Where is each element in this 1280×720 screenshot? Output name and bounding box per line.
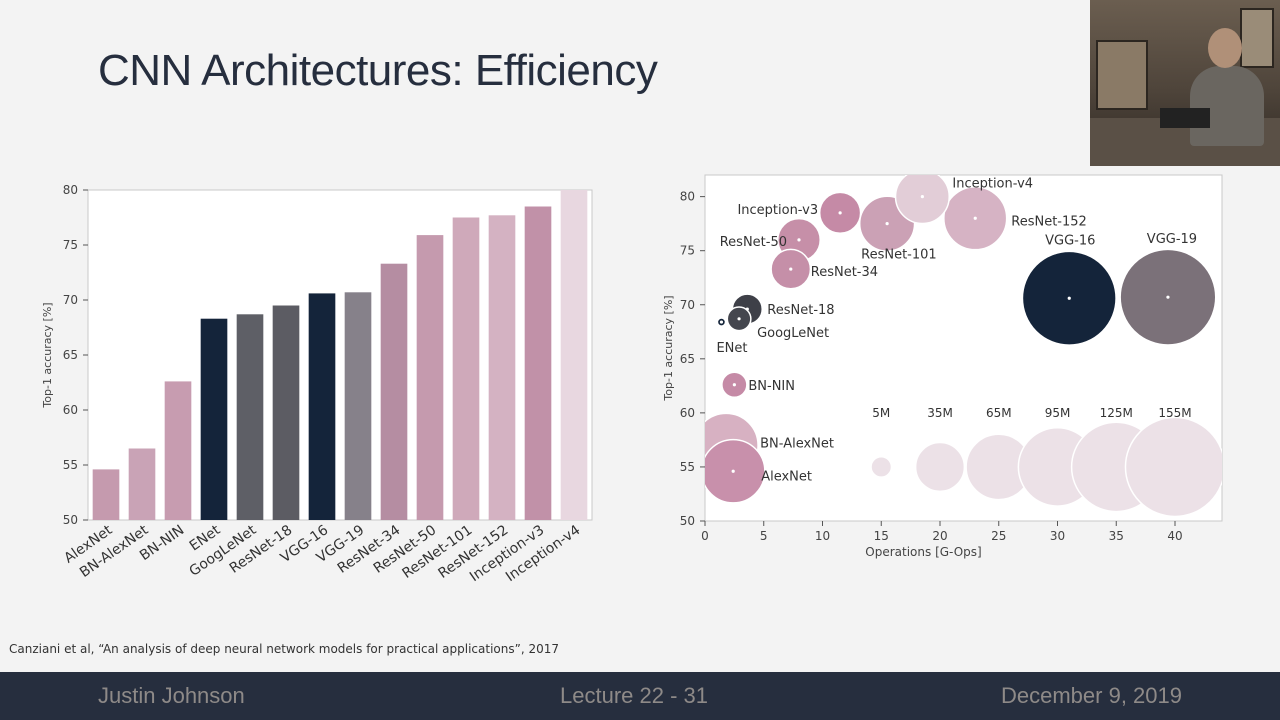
- bubble-center-alexnet: [731, 469, 735, 473]
- bubble-alexnet: [705, 438, 766, 504]
- footer-author: Justin Johnson: [98, 683, 245, 708]
- bar-y-tick-label: 50: [63, 513, 78, 527]
- bubble-x-tick-label: 10: [815, 529, 830, 543]
- bar-resnet-34: [380, 263, 408, 520]
- bar-inception-v3: [524, 206, 552, 520]
- bar-resnet-18: [272, 305, 300, 520]
- bubble-center-googlenet: [737, 317, 741, 321]
- bar-inception-v4: [560, 190, 588, 520]
- bubble-y-axis-label: Top-1 accuracy [%]: [662, 295, 675, 401]
- bubble-center-inception-v4: [920, 195, 924, 199]
- webcam-wall-board: [1096, 40, 1148, 110]
- size-legend-label: 155M: [1158, 406, 1191, 420]
- size-legend-label: 95M: [1045, 406, 1071, 420]
- bubble-label-resnet-18: ResNet-18: [767, 303, 834, 318]
- bubble-inception-v4: [894, 175, 950, 225]
- size-legend-bubble-5m: [870, 455, 893, 478]
- bubble-y-tick-label: 55: [680, 460, 695, 474]
- bubble-center-vgg-16: [1067, 296, 1071, 300]
- webcam-video: [1090, 0, 1280, 166]
- bar-vgg-16: [308, 293, 336, 520]
- bubble-label-enet: ENet: [716, 341, 747, 356]
- footer-date: December 9, 2019: [1001, 683, 1182, 708]
- bar-plot-area: [87, 189, 593, 521]
- bubble-chart: 50 55 60 65 70 75 80 0 5 10 15 20 25 30 35 40 Operations…: [662, 174, 1223, 559]
- bar-y-tick-label: 70: [63, 293, 78, 307]
- bar-googlenet: [236, 314, 264, 520]
- size-legend-label: 125M: [1100, 406, 1133, 420]
- webcam-laptop: [1160, 108, 1210, 128]
- bubble-label-bn-nin: BN-NIN: [748, 379, 795, 394]
- bubble-x-tick-label: 5: [760, 529, 768, 543]
- webcam-wall-board-right: [1240, 8, 1274, 68]
- bar-y-axis-label: Top-1 accuracy [%]: [41, 302, 54, 408]
- bubble-center-inception-v3: [838, 211, 842, 215]
- bar-bn-alexnet: [128, 448, 156, 520]
- size-legend-label: 35M: [927, 406, 953, 420]
- bubble-center-resnet-152: [973, 216, 977, 220]
- bubble-y-tick-label: 65: [680, 352, 695, 366]
- bubble-label-resnet-152: ResNet-152: [1011, 214, 1087, 229]
- size-legend-bubble-155m: [1124, 416, 1222, 518]
- slide-title: CNN Architectures: Efficiency: [98, 46, 658, 95]
- citation: Canziani et al, “An analysis of deep neu…: [9, 642, 559, 656]
- bar-enet: [200, 318, 228, 520]
- bubble-label-vgg-19: VGG-19: [1147, 232, 1197, 247]
- bubble-label-resnet-50: ResNet-50: [720, 235, 787, 250]
- bar-bn-nin: [164, 381, 192, 520]
- bubble-label-googlenet: GoogLeNet: [757, 326, 829, 341]
- bubble-center-resnet-34: [789, 267, 793, 271]
- bubble-label-vgg-16: VGG-16: [1045, 233, 1095, 248]
- bubble-label-alexnet: AlexNet: [761, 469, 812, 484]
- bubble-center-resnet-101: [885, 222, 889, 226]
- bar-y-tick-label: 55: [63, 458, 78, 472]
- size-legend-label: 65M: [986, 406, 1012, 420]
- bubble-y-tick-label: 50: [680, 514, 695, 528]
- bar-resnet-152: [488, 215, 516, 521]
- bar-y-tick-label: 75: [63, 238, 78, 252]
- bar-resnet-101: [452, 217, 480, 520]
- bubble-x-tick-label: 0: [701, 529, 709, 543]
- bar-vgg-19: [344, 292, 372, 520]
- bubble-center-bn-nin: [732, 383, 736, 387]
- bar-y-tick-label: 65: [63, 348, 78, 362]
- bubble-y-tick-label: 70: [680, 298, 695, 312]
- bubble-x-tick-label: 40: [1167, 529, 1182, 543]
- bubble-x-axis-label: Operations [G-Ops]: [865, 545, 981, 559]
- bubble-center-vgg-19: [1166, 295, 1170, 299]
- bar-y-tick-label: 80: [63, 183, 78, 197]
- bubble-label-inception-v4: Inception-v4: [952, 177, 1033, 192]
- bar-alexnet: [92, 469, 120, 520]
- size-legend-bubble-35m: [914, 441, 966, 493]
- bubble-center-resnet-50: [797, 238, 801, 242]
- size-legend-label: 5M: [872, 406, 890, 420]
- bubble-x-tick-label: 30: [1050, 529, 1065, 543]
- bubble-y-tick-label: 80: [680, 190, 695, 204]
- bubble-marks: [705, 175, 1222, 518]
- bar-resnet-50: [416, 235, 444, 520]
- bubble-x-tick-label: 35: [1109, 529, 1124, 543]
- webcam-speaker-head: [1208, 28, 1242, 68]
- bubble-x-tick-label: 20: [932, 529, 947, 543]
- bubble-center-enet: [719, 320, 724, 324]
- bubble-x-tick-label: 15: [874, 529, 889, 543]
- bubble-label-resnet-34: ResNet-34: [811, 265, 878, 280]
- footer-lecture: Lecture 22 - 31: [560, 683, 708, 708]
- webcam-speaker-body: [1190, 66, 1264, 146]
- bar-y-tick-label: 60: [63, 403, 78, 417]
- bubble-label-inception-v3: Inception-v3: [737, 203, 818, 218]
- bubble-x-tick-label: 25: [991, 529, 1006, 543]
- bubble-label-resnet-101: ResNet-101: [861, 248, 937, 263]
- bubble-y-tick-label: 60: [680, 406, 695, 420]
- bubble-y-tick-label: 75: [680, 244, 695, 258]
- bubble-label-bn-alexnet: BN-AlexNet: [760, 436, 834, 451]
- slide-footer: Justin Johnson Lecture 22 - 31 December …: [0, 672, 1280, 720]
